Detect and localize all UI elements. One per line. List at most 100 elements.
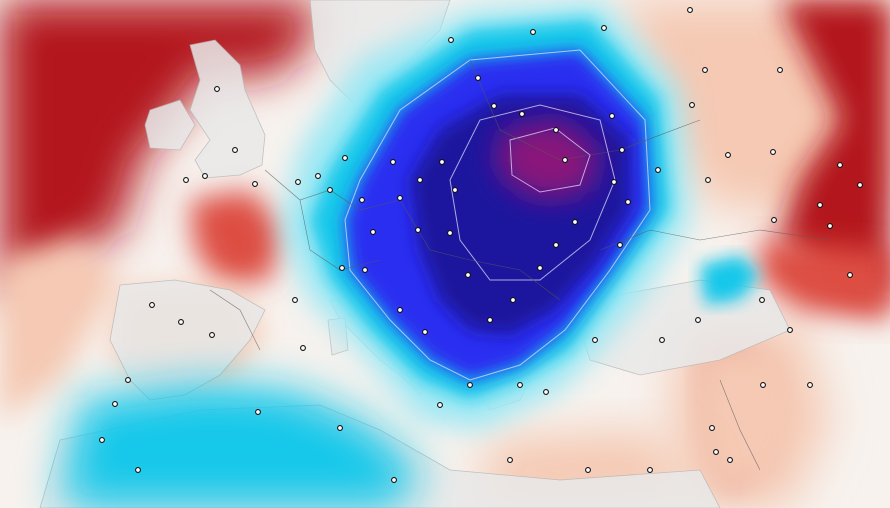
- city-marker-icon: [689, 102, 695, 108]
- city-marker-layer: [99, 7, 863, 483]
- city-marker-icon: [178, 319, 184, 325]
- city-marker-icon: [448, 37, 454, 43]
- city-marker-icon: [543, 389, 549, 395]
- city-marker-icon: [327, 187, 333, 193]
- city-marker-icon: [770, 149, 776, 155]
- city-marker-icon: [702, 67, 708, 73]
- contour-line-inner: [449, 104, 616, 281]
- city-marker-icon: [601, 25, 607, 31]
- city-marker-icon: [315, 173, 321, 179]
- cold-area-mediterranean: [60, 385, 420, 508]
- city-marker-icon: [725, 152, 731, 158]
- city-marker-icon: [415, 227, 421, 233]
- warm-area-anatolia-east: [760, 240, 890, 320]
- city-marker-icon: [585, 467, 591, 473]
- city-marker-icon: [99, 437, 105, 443]
- city-marker-icon: [655, 167, 661, 173]
- city-marker-icon: [817, 202, 823, 208]
- land-iberia: [109, 279, 266, 401]
- warm-area-france: [190, 190, 285, 285]
- city-marker-icon: [592, 337, 598, 343]
- city-marker-icon: [452, 187, 458, 193]
- city-marker-icon: [713, 449, 719, 455]
- city-marker-icon: [370, 229, 376, 235]
- city-marker-icon: [659, 337, 665, 343]
- city-marker-icon: [807, 382, 813, 388]
- city-marker-icon: [709, 425, 715, 431]
- city-marker-icon: [510, 297, 516, 303]
- city-marker-icon: [292, 297, 298, 303]
- city-marker-icon: [572, 219, 578, 225]
- land-ireland: [144, 99, 196, 151]
- land-great-britain: [189, 39, 266, 179]
- city-marker-icon: [475, 75, 481, 81]
- city-marker-icon: [447, 230, 453, 236]
- city-marker-icon: [519, 111, 525, 117]
- city-marker-icon: [647, 467, 653, 473]
- cold-area-core: [495, 120, 600, 200]
- city-marker-icon: [214, 86, 220, 92]
- city-marker-icon: [135, 467, 141, 473]
- city-marker-icon: [609, 113, 615, 119]
- city-marker-icon: [530, 29, 536, 35]
- city-marker-icon: [125, 377, 131, 383]
- city-marker-icon: [687, 7, 693, 13]
- border-line: [399, 199, 561, 301]
- city-marker-icon: [397, 307, 403, 313]
- city-marker-icon: [695, 317, 701, 323]
- city-marker-icon: [359, 197, 365, 203]
- city-marker-icon: [465, 272, 471, 278]
- cold-area-anatolia-patch: [700, 255, 760, 305]
- city-marker-icon: [339, 265, 345, 271]
- city-marker-icon: [491, 103, 497, 109]
- city-marker-icon: [342, 155, 348, 161]
- city-marker-icon: [507, 457, 513, 463]
- city-marker-icon: [625, 199, 631, 205]
- city-marker-icon: [847, 272, 853, 278]
- city-marker-icon: [787, 327, 793, 333]
- city-marker-icon: [255, 409, 261, 415]
- city-marker-icon: [827, 223, 833, 229]
- borders-layer: [209, 59, 831, 471]
- contour-line-outer: [344, 49, 651, 381]
- city-marker-icon: [619, 147, 625, 153]
- warm-area-east: [780, 0, 890, 300]
- city-marker-icon: [467, 382, 473, 388]
- city-marker-icon: [390, 159, 396, 165]
- city-marker-icon: [252, 181, 258, 187]
- warm-area-atlantic-light: [0, 240, 120, 420]
- city-marker-icon: [759, 297, 765, 303]
- city-marker-icon: [727, 457, 733, 463]
- border-line: [209, 289, 261, 351]
- city-marker-icon: [553, 242, 559, 248]
- city-marker-icon: [537, 265, 543, 271]
- city-marker-icon: [300, 345, 306, 351]
- city-marker-icon: [362, 267, 368, 273]
- city-marker-icon: [617, 242, 623, 248]
- border-line: [719, 379, 761, 471]
- city-marker-icon: [391, 477, 397, 483]
- city-marker-icon: [337, 425, 343, 431]
- city-marker-icon: [760, 382, 766, 388]
- border-line: [599, 229, 831, 251]
- city-marker-icon: [112, 401, 118, 407]
- city-marker-icon: [295, 179, 301, 185]
- warm-area-levant-light: [670, 320, 830, 508]
- city-marker-icon: [209, 332, 215, 338]
- city-marker-icon: [553, 127, 559, 133]
- city-marker-icon: [417, 177, 423, 183]
- city-marker-icon: [777, 67, 783, 73]
- city-marker-icon: [437, 402, 443, 408]
- city-marker-icon: [149, 302, 155, 308]
- city-marker-icon: [422, 329, 428, 335]
- city-marker-icon: [439, 159, 445, 165]
- city-marker-icon: [517, 382, 523, 388]
- city-marker-icon: [837, 162, 843, 168]
- city-marker-icon: [202, 173, 208, 179]
- city-marker-icon: [487, 317, 493, 323]
- border-line: [469, 59, 701, 161]
- city-marker-icon: [397, 195, 403, 201]
